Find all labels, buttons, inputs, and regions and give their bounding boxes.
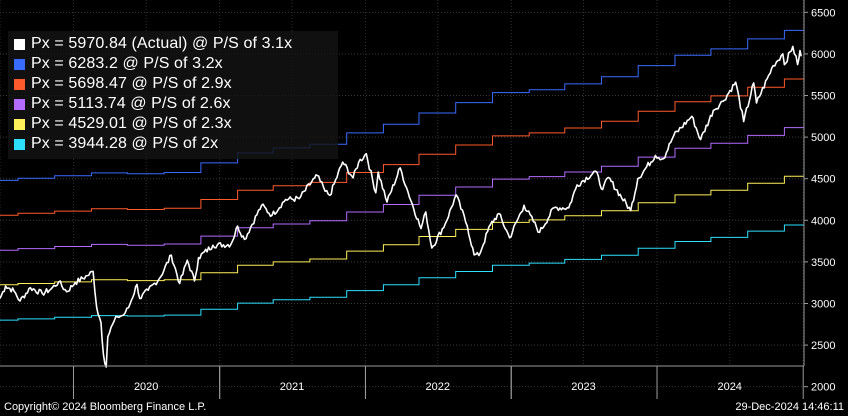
y-tick-label: 4500 bbox=[811, 174, 835, 186]
series-lines bbox=[0, 29, 804, 368]
legend-label: Px = 5970.84 (Actual) @ P/S of 3.1x bbox=[31, 35, 293, 52]
legend-swatch bbox=[14, 58, 25, 70]
x-tick-label: 2022 bbox=[426, 381, 450, 393]
series-line-actual bbox=[0, 45, 802, 368]
legend-swatch bbox=[14, 138, 25, 150]
legend-label: Px = 5113.74 @ P/S of 2.6x bbox=[31, 95, 231, 112]
legend-entry: Px = 5970.84 (Actual) @ P/S of 3.1x bbox=[14, 34, 292, 54]
y-tick-label: 6000 bbox=[811, 49, 835, 61]
legend-swatch bbox=[14, 98, 25, 110]
legend-swatch bbox=[14, 78, 25, 90]
series-line-band bbox=[0, 224, 804, 321]
legend-entry: Px = 5113.74 @ P/S of 2.6x bbox=[14, 94, 231, 114]
legend-swatch bbox=[14, 38, 25, 50]
timestamp-text: 29-Dec-2024 14:46:11 bbox=[735, 401, 844, 413]
y-tick-label: 5500 bbox=[811, 91, 835, 103]
series-line-band bbox=[0, 29, 804, 181]
x-tick-label: 2023 bbox=[571, 381, 595, 393]
y-tick-label: 6500 bbox=[811, 7, 835, 19]
x-axis: 2020 2021 2022 2023 2024 bbox=[0, 365, 804, 399]
legend-label: Px = 5698.47 @ P/S of 2.9x bbox=[31, 75, 232, 92]
copyright-text: Copyright© 2024 Bloomberg Finance L.P. bbox=[4, 401, 207, 413]
x-tick-label: 2024 bbox=[717, 381, 741, 393]
series-line-band bbox=[0, 175, 804, 286]
legend-label: Px = 6283.2 @ P/S of 3.2x bbox=[31, 55, 223, 72]
y-tick-label: 3500 bbox=[811, 257, 835, 269]
grid-lines bbox=[0, 0, 804, 388]
series-line-band bbox=[0, 127, 804, 251]
y-tick-label: 3000 bbox=[811, 298, 835, 310]
y-tick-label: 2500 bbox=[811, 340, 835, 352]
x-tick-label: 2021 bbox=[280, 381, 304, 393]
legend-entry: Px = 4529.01 @ P/S of 2.3x bbox=[14, 114, 232, 134]
chart-legend: Px = 5970.84 (Actual) @ P/S of 3.1x Px =… bbox=[8, 31, 338, 159]
legend-label: Px = 3944.28 @ P/S of 2x bbox=[31, 135, 219, 152]
legend-entry: Px = 5698.47 @ P/S of 2.9x bbox=[14, 74, 232, 94]
y-tick-label: 4000 bbox=[811, 215, 835, 227]
y-tick-label: 5000 bbox=[811, 132, 835, 144]
y-axis: 2000 2500 3000 3500 4000 4500 5000 5500 6000 6500 bbox=[803, 0, 835, 394]
y-tick-label: 2000 bbox=[811, 382, 835, 394]
legend-entry: Px = 6283.2 @ P/S of 3.2x bbox=[14, 54, 223, 74]
series-line-band bbox=[0, 78, 804, 216]
x-tick-label: 2020 bbox=[134, 381, 158, 393]
legend-entry: Px = 3944.28 @ P/S of 2x bbox=[14, 134, 218, 154]
legend-label: Px = 4529.01 @ P/S of 2.3x bbox=[31, 115, 232, 132]
legend-swatch bbox=[14, 118, 25, 130]
